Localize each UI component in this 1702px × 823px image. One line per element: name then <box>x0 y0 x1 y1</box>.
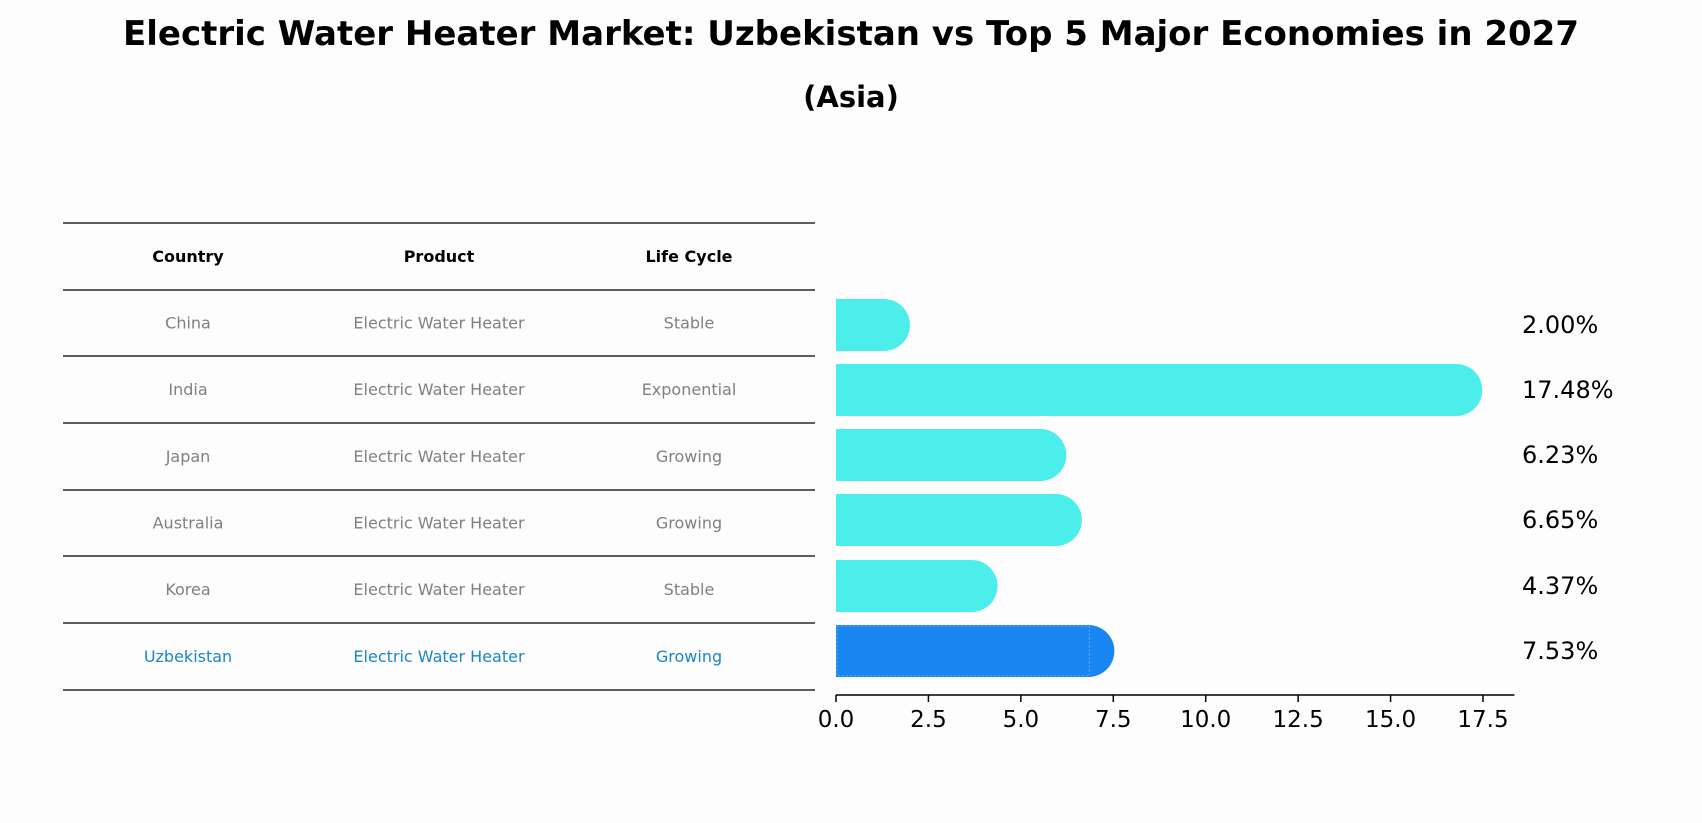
bar-cap <box>1014 429 1067 481</box>
table-cell: Electric Water Heater <box>353 447 525 466</box>
table-cell: Uzbekistan <box>144 647 232 666</box>
table-cell: Electric Water Heater <box>353 580 525 599</box>
bar-highlight-outline <box>836 625 1090 677</box>
bar <box>836 429 1067 481</box>
x-tick-label: 0.0 <box>818 707 855 733</box>
bar-cap <box>1029 494 1082 546</box>
table-cell: Electric Water Heater <box>353 647 525 666</box>
table-cell: Growing <box>656 447 722 466</box>
x-tick-label: 17.5 <box>1457 707 1508 733</box>
bar-value-label: 4.37% <box>1522 572 1598 600</box>
table-cell: Growing <box>656 514 722 533</box>
bar-cap <box>1062 625 1115 677</box>
bar-body <box>836 494 1057 546</box>
bar <box>836 364 1483 416</box>
table-header-cell: Product <box>404 247 475 266</box>
x-tick-label: 5.0 <box>1003 707 1040 733</box>
table-cell: Korea <box>165 580 210 599</box>
table-cell: India <box>168 380 207 399</box>
bar-cap <box>945 560 998 612</box>
bar-body <box>836 364 1458 416</box>
bar <box>836 299 910 351</box>
bar-highlight <box>836 625 1115 677</box>
table-header-cell: Country <box>152 247 224 266</box>
bar <box>836 494 1082 546</box>
table-cell: Stable <box>664 580 715 599</box>
table-cell: Electric Water Heater <box>353 314 525 333</box>
x-tick-label: 7.5 <box>1095 707 1132 733</box>
table-header-cell: Life Cycle <box>645 247 732 266</box>
bar-value-label: 2.00% <box>1522 311 1598 339</box>
x-tick-label: 10.0 <box>1180 707 1231 733</box>
table-cell: Japan <box>165 447 211 466</box>
bar-body <box>836 429 1042 481</box>
table-cell: Australia <box>153 514 224 533</box>
bar-body <box>836 625 1090 677</box>
x-tick-label: 15.0 <box>1365 707 1416 733</box>
table-cell: Electric Water Heater <box>353 380 525 399</box>
table-cell: China <box>165 314 211 333</box>
table-cell: Stable <box>664 314 715 333</box>
x-tick-label: 2.5 <box>910 707 947 733</box>
bar-cap <box>857 299 910 351</box>
bar <box>836 560 998 612</box>
bar-value-label: 6.23% <box>1522 441 1598 469</box>
bar-value-label: 17.48% <box>1522 376 1614 404</box>
bar-value-label: 6.65% <box>1522 506 1598 534</box>
bar-cap <box>1430 364 1483 416</box>
table-cell: Exponential <box>642 380 737 399</box>
chart-title: Electric Water Heater Market: Uzbekistan… <box>123 14 1579 54</box>
bar-value-label: 7.53% <box>1522 637 1598 665</box>
chart-subtitle: (Asia) <box>803 80 899 114</box>
table-cell: Electric Water Heater <box>353 514 525 533</box>
table-cell: Growing <box>656 647 722 666</box>
x-tick-label: 12.5 <box>1273 707 1324 733</box>
